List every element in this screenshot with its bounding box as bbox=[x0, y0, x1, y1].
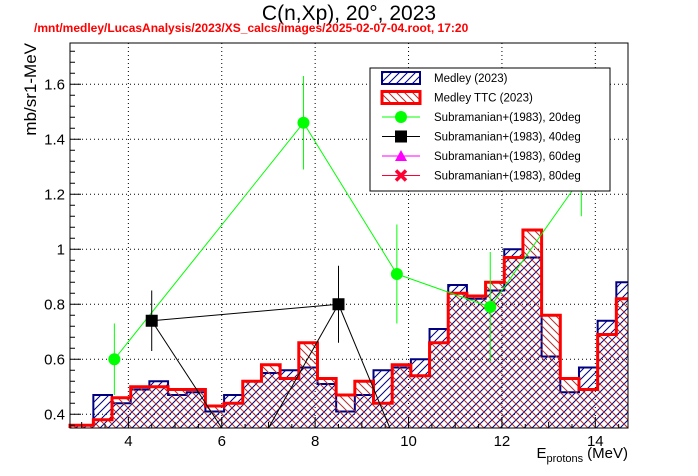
legend-marker bbox=[395, 111, 407, 123]
legend-label: Subramanian+(1983), 80deg bbox=[434, 171, 581, 183]
x-tick-label-1: 6 bbox=[218, 433, 226, 450]
hist-bin bbox=[149, 386, 169, 428]
data-point bbox=[390, 268, 403, 280]
hist-bin bbox=[336, 395, 355, 428]
series-connector bbox=[489, 177, 582, 308]
hist-bin bbox=[112, 397, 131, 428]
series-connector bbox=[151, 320, 223, 429]
data-point bbox=[484, 301, 497, 313]
x-tick-label-0: 4 bbox=[124, 433, 132, 450]
hist-bin bbox=[541, 315, 561, 428]
data-point bbox=[108, 353, 121, 366]
legend-entry-4: Subramanian+(1983), 60deg bbox=[382, 150, 581, 163]
hist-bin bbox=[186, 389, 206, 428]
series-connector bbox=[268, 304, 339, 429]
hist-bin bbox=[261, 364, 281, 428]
hist-bin bbox=[597, 334, 617, 428]
hist-bin bbox=[354, 381, 374, 428]
legend-swatch bbox=[381, 71, 421, 85]
y-tick-label-5: 1.4 bbox=[44, 131, 65, 148]
legend-entry-3: Subramanian+(1983), 40deg bbox=[382, 130, 581, 144]
x-axis-label-sub: protons bbox=[546, 453, 583, 465]
hist-bin bbox=[130, 386, 150, 428]
hist-bin bbox=[280, 378, 299, 428]
series-connector bbox=[303, 122, 398, 275]
legend-label: Subramanian+(1983), 60deg bbox=[434, 151, 581, 163]
legend-marker bbox=[395, 130, 407, 143]
series-connector bbox=[113, 122, 304, 360]
x-axis-label-unit: (MeV) bbox=[587, 445, 628, 462]
x-axis-label-main: E bbox=[536, 445, 546, 462]
legend-label: Medley TTC (2023) bbox=[434, 93, 533, 105]
y-tick-label-0: 0.4 bbox=[44, 406, 65, 423]
legend-label: Subramanian+(1983), 40deg bbox=[434, 132, 581, 144]
hist-bin bbox=[392, 364, 411, 428]
legend-entry-5: Subramanian+(1983), 80deg bbox=[382, 169, 581, 183]
legend-swatch bbox=[380, 90, 422, 105]
x-tick-label-2: 8 bbox=[311, 433, 319, 450]
y-tick-label-2: 0.8 bbox=[44, 296, 65, 313]
y-tick-label-3: 1 bbox=[57, 241, 65, 258]
legend-entry-0: Medley (2023) bbox=[381, 71, 508, 85]
plot-frame bbox=[69, 42, 629, 429]
x-tick-label-5: 14 bbox=[587, 433, 604, 450]
series-40deg bbox=[145, 265, 391, 429]
legend-label: Medley (2023) bbox=[434, 73, 508, 85]
data-point bbox=[145, 314, 158, 327]
legend-label: Subramanian+(1983), 20deg bbox=[434, 112, 581, 124]
hist-bin bbox=[504, 257, 523, 428]
legend-entry-1: Medley TTC (2023) bbox=[380, 90, 533, 105]
data-point bbox=[332, 298, 345, 311]
hist-bin bbox=[522, 230, 542, 428]
hist-bin bbox=[93, 419, 113, 428]
hist-bin bbox=[616, 298, 628, 428]
legend-marker bbox=[395, 150, 407, 161]
hist-bin bbox=[410, 375, 430, 428]
series-connector bbox=[151, 303, 339, 322]
x-tick-label-4: 12 bbox=[494, 433, 511, 450]
hist-bin bbox=[578, 389, 598, 428]
hist-medley-ttc bbox=[68, 228, 628, 428]
hist-bin bbox=[298, 342, 318, 428]
x-axis-label: Eprotons (MeV) bbox=[536, 445, 628, 465]
y-tick-label-1: 0.6 bbox=[44, 351, 65, 368]
data-point bbox=[297, 116, 310, 129]
series-connector bbox=[396, 273, 491, 308]
hist-bin bbox=[224, 403, 243, 428]
y-tick-label-6: 1.6 bbox=[44, 76, 65, 93]
legend-box bbox=[369, 67, 611, 192]
legend-marker bbox=[394, 169, 408, 182]
hist-bin bbox=[168, 389, 187, 428]
hist-bin bbox=[560, 378, 579, 428]
y-axis-label: mb/sr1-MeV bbox=[21, 42, 40, 135]
legend: Medley (2023) Medley TTC (2023) Subramania… bbox=[369, 67, 611, 192]
y-tick-label-4: 1.2 bbox=[44, 186, 65, 203]
hist-bin bbox=[466, 296, 486, 428]
hist-bin bbox=[317, 378, 337, 428]
hist-bin bbox=[429, 342, 449, 428]
hist-bin bbox=[373, 403, 393, 428]
hist-bin bbox=[242, 381, 262, 428]
x-tick-label-3: 10 bbox=[400, 433, 417, 450]
legend-entry-2: Subramanian+(1983), 20deg bbox=[382, 111, 581, 124]
chart-title: C(n,Xp), 20°, 2023 bbox=[261, 2, 437, 25]
hist-outline bbox=[68, 228, 628, 428]
hist-bin bbox=[448, 293, 467, 428]
chart-subtitle: /mnt/medley/LucasAnalysis/2023/XS_calcs/… bbox=[34, 21, 469, 35]
series-connector bbox=[338, 304, 391, 429]
